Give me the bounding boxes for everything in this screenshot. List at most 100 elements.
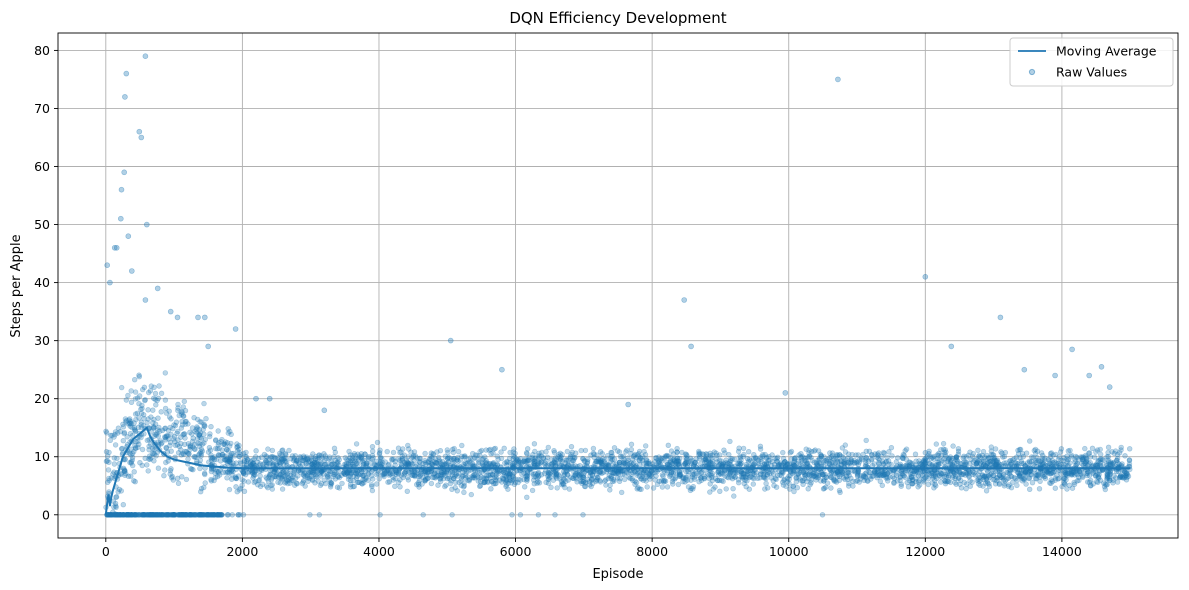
raw-value-point — [153, 512, 159, 518]
raw-value-point — [961, 479, 967, 486]
raw-value-point — [596, 459, 602, 465]
raw-value-point — [1071, 479, 1077, 486]
raw-value-outlier — [125, 233, 132, 239]
raw-value-point — [519, 460, 525, 466]
raw-value-point — [762, 451, 768, 458]
raw-value-point — [941, 473, 947, 480]
raw-value-point — [1050, 469, 1056, 475]
raw-value-point — [709, 477, 716, 484]
raw-value-point — [1068, 454, 1075, 460]
raw-value-point — [1094, 447, 1101, 453]
raw-value-point — [361, 457, 367, 464]
raw-value-point — [985, 473, 992, 479]
raw-value-point — [341, 470, 347, 476]
raw-value-point — [811, 448, 817, 454]
raw-value-point — [545, 480, 552, 486]
raw-value-point — [1114, 455, 1121, 462]
raw-value-point — [1047, 454, 1054, 460]
raw-value-point — [490, 460, 497, 466]
raw-value-point — [125, 392, 131, 399]
raw-value-point — [1018, 458, 1024, 464]
raw-value-point — [503, 483, 509, 490]
raw-value-point — [712, 475, 719, 481]
raw-value-point — [635, 484, 641, 491]
raw-value-point — [449, 512, 455, 518]
raw-value-point — [214, 473, 221, 480]
raw-value-point — [807, 482, 813, 488]
x-tick-label: 2000 — [226, 544, 258, 559]
raw-value-point — [465, 477, 471, 483]
raw-value-point — [898, 483, 904, 489]
raw-value-point — [524, 451, 530, 457]
raw-value-point — [1094, 478, 1100, 485]
raw-value-point — [398, 461, 404, 467]
raw-value-point — [828, 485, 834, 491]
raw-value-point — [301, 470, 308, 477]
raw-value-point — [283, 452, 289, 458]
raw-value-point — [1064, 472, 1071, 479]
raw-value-point — [311, 471, 317, 478]
raw-value-point — [1123, 472, 1129, 479]
raw-value-point — [201, 484, 207, 491]
raw-value-point — [824, 458, 830, 465]
raw-value-point — [874, 475, 880, 481]
raw-value-point — [659, 472, 666, 478]
raw-value-point — [788, 456, 795, 462]
raw-value-point — [786, 486, 793, 492]
raw-value-point — [776, 468, 782, 474]
raw-value-point — [624, 460, 630, 466]
raw-value-point — [306, 473, 312, 480]
raw-value-point — [201, 421, 207, 428]
raw-value-point — [696, 479, 702, 485]
raw-value-point — [791, 459, 797, 466]
raw-value-point — [993, 461, 999, 468]
raw-value-point — [390, 449, 397, 456]
raw-value-point — [151, 458, 157, 464]
raw-value-point — [742, 477, 748, 483]
raw-value-point — [507, 477, 514, 483]
raw-value-point — [984, 478, 990, 484]
raw-value-point — [174, 442, 181, 448]
raw-value-point — [196, 512, 202, 518]
raw-value-point — [598, 460, 605, 466]
raw-value-point — [856, 479, 862, 485]
raw-value-point — [624, 470, 630, 476]
raw-value-point — [506, 455, 513, 462]
raw-value-point — [818, 469, 824, 475]
raw-value-point — [265, 446, 271, 452]
raw-value-point — [922, 469, 928, 475]
raw-value-point — [194, 436, 201, 442]
raw-value-point — [938, 471, 944, 477]
raw-value-point — [960, 471, 966, 477]
raw-value-point — [646, 470, 652, 477]
raw-value-point — [250, 460, 257, 467]
raw-value-point — [571, 469, 577, 476]
raw-value-point — [106, 459, 112, 465]
raw-value-point — [763, 475, 769, 482]
raw-value-point — [172, 439, 178, 445]
raw-value-point — [555, 471, 561, 478]
raw-value-point — [854, 472, 861, 478]
raw-value-point — [121, 430, 127, 437]
raw-value-point — [750, 456, 757, 462]
raw-value-point — [507, 477, 513, 483]
raw-value-point — [656, 454, 662, 460]
dense-scatter-layer — [103, 370, 1133, 518]
raw-value-point — [587, 482, 593, 488]
raw-value-point — [132, 389, 139, 395]
raw-value-point — [224, 475, 230, 481]
raw-value-point — [374, 481, 380, 487]
raw-value-point — [774, 472, 781, 479]
raw-value-point — [1026, 438, 1033, 444]
raw-value-point — [1058, 471, 1064, 477]
raw-value-point — [175, 437, 181, 443]
raw-value-point — [227, 452, 234, 459]
raw-value-point — [1052, 477, 1058, 483]
raw-value-point — [659, 458, 665, 464]
raw-value-point — [308, 473, 314, 480]
raw-value-point — [566, 486, 573, 492]
raw-value-outlier — [688, 343, 694, 350]
raw-value-point — [863, 455, 870, 461]
raw-value-point — [636, 448, 643, 455]
raw-value-point — [1074, 478, 1080, 484]
